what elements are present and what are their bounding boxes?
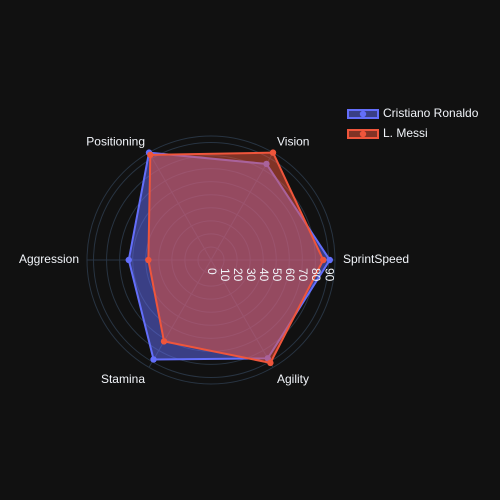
legend-item-l-messi[interactable]: L. Messi xyxy=(347,126,428,140)
category-label-stamina: Stamina xyxy=(101,372,145,386)
legend-marker-cristiano-ronaldo xyxy=(359,110,367,118)
radial-tick-label-60: 60 xyxy=(283,268,297,282)
data-point-l-messi-vision xyxy=(269,149,277,156)
radial-ticks: 0 10 20 30 40 50 60 70 80 90 xyxy=(205,268,336,282)
data-point-cristiano-ronaldo-sprintspeed xyxy=(326,256,333,264)
radial-tick-label-40: 40 xyxy=(257,268,271,282)
category-label-aggression: Aggression xyxy=(19,252,79,266)
radar-series xyxy=(125,149,333,367)
data-point-cristiano-ronaldo-stamina xyxy=(150,356,157,363)
data-point-l-messi-stamina xyxy=(160,338,168,345)
radial-tick-label-80: 80 xyxy=(309,268,323,282)
data-point-cristiano-ronaldo-aggression xyxy=(125,256,132,264)
data-point-l-messi-agility xyxy=(267,359,274,367)
angular-labels: SprintSpeed Vision Positioning Aggression St… xyxy=(19,135,409,386)
radial-tick-label-50: 50 xyxy=(270,268,284,282)
legend-label-l-messi: L. Messi xyxy=(383,126,428,140)
category-label-sprintspeed: SprintSpeed xyxy=(343,252,409,266)
legend[interactable]: Cristiano Ronaldo L. Messi xyxy=(347,106,479,140)
radial-tick-label-30: 30 xyxy=(244,268,258,282)
data-point-l-messi-positioning xyxy=(147,151,154,159)
legend-label-cristiano-ronaldo: Cristiano Ronaldo xyxy=(383,106,479,120)
data-point-l-messi-aggression xyxy=(145,256,152,264)
category-label-vision: Vision xyxy=(277,135,309,149)
data-point-l-messi-sprintspeed xyxy=(320,256,327,264)
series-area-l-messi xyxy=(147,151,325,364)
radial-tick-label-90: 90 xyxy=(322,268,336,282)
radial-tick-label-70: 70 xyxy=(296,268,310,282)
category-label-agility: Agility xyxy=(277,372,309,386)
radial-tick-label-20: 20 xyxy=(231,268,245,282)
legend-marker-l-messi xyxy=(359,130,367,138)
legend-item-cristiano-ronaldo[interactable]: Cristiano Ronaldo xyxy=(347,106,479,120)
category-label-positioning: Positioning xyxy=(86,135,145,149)
radial-tick-label-10: 10 xyxy=(218,268,232,282)
radial-tick-label-0: 0 xyxy=(205,268,219,275)
